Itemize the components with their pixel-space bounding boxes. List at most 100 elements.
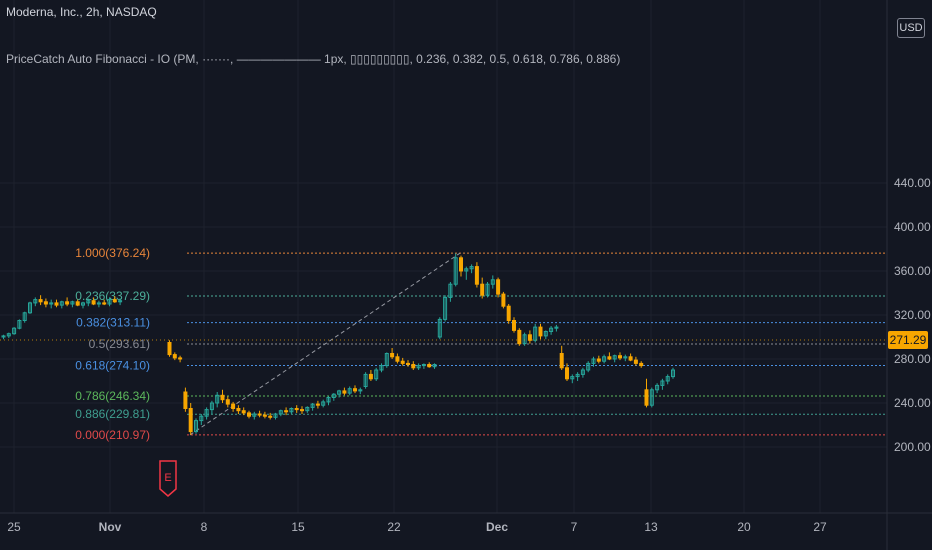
candle bbox=[384, 352, 389, 368]
candle-body bbox=[639, 362, 644, 367]
candle-body bbox=[107, 299, 112, 305]
time-tick-label: Nov bbox=[99, 520, 122, 534]
candle-body bbox=[65, 301, 70, 305]
candle bbox=[639, 361, 644, 368]
candle-body bbox=[294, 408, 299, 411]
candle-body bbox=[305, 406, 310, 412]
candle bbox=[443, 295, 448, 322]
candle-body bbox=[379, 365, 384, 371]
candle bbox=[395, 353, 400, 364]
candle bbox=[400, 357, 405, 366]
candle-body bbox=[374, 369, 379, 380]
candle bbox=[17, 319, 22, 330]
candle-body bbox=[411, 364, 416, 369]
candle-body bbox=[633, 359, 638, 364]
candle-body bbox=[501, 293, 506, 307]
candle-body bbox=[565, 367, 569, 380]
candle bbox=[12, 327, 17, 335]
candle bbox=[305, 406, 310, 413]
candle-body bbox=[342, 390, 347, 394]
candle bbox=[559, 345, 564, 370]
candle-body bbox=[70, 301, 75, 305]
earnings-marker[interactable]: E bbox=[159, 460, 177, 497]
candle bbox=[506, 304, 511, 324]
fib-level-label: 0.618(274.10) bbox=[75, 358, 150, 372]
candle bbox=[464, 266, 469, 280]
candle bbox=[496, 277, 501, 298]
candle-body bbox=[241, 410, 246, 414]
candle bbox=[586, 361, 591, 373]
candle bbox=[81, 301, 85, 309]
candle-body bbox=[358, 389, 363, 392]
candle-body bbox=[623, 356, 628, 359]
candle bbox=[474, 262, 479, 288]
candle-body bbox=[485, 283, 490, 296]
candle bbox=[65, 297, 70, 307]
symbol-title[interactable]: Moderna, Inc., 2h, NASDAQ bbox=[6, 5, 157, 19]
candle bbox=[612, 354, 617, 363]
candle bbox=[194, 418, 198, 434]
price-axis[interactable]: 440.00 400.00 360.00 320.00 280.00 240.00 200.… bbox=[894, 176, 931, 454]
candle-body bbox=[12, 327, 17, 335]
candle bbox=[236, 405, 241, 414]
time-axis[interactable]: 25 Nov 8 15 22 Dec 7 13 20 27 bbox=[7, 520, 827, 534]
price-tick-label: 440.00 bbox=[894, 176, 931, 190]
candle bbox=[602, 354, 607, 364]
candle bbox=[580, 367, 585, 378]
candle bbox=[86, 298, 91, 307]
candle-body bbox=[580, 369, 585, 375]
candle-body bbox=[538, 326, 543, 337]
candle bbox=[596, 355, 601, 364]
candle bbox=[633, 356, 638, 366]
candle bbox=[358, 387, 363, 395]
candle-body bbox=[527, 334, 532, 341]
price-tick-label: 280.00 bbox=[894, 352, 931, 366]
candle bbox=[204, 407, 209, 420]
earnings-flag-shape bbox=[159, 460, 177, 497]
candle bbox=[607, 352, 612, 361]
price-tick-label: 360.00 bbox=[894, 264, 931, 278]
candle bbox=[522, 332, 527, 346]
candle bbox=[448, 282, 453, 302]
candle-body bbox=[247, 412, 251, 417]
candle-body bbox=[655, 384, 660, 391]
candle-body bbox=[278, 410, 283, 415]
candle-body bbox=[390, 353, 395, 358]
price-tick-label: 320.00 bbox=[894, 308, 931, 322]
indicator-legend[interactable]: PriceCatch Auto Fibonacci - IO (PM, ····… bbox=[6, 52, 621, 66]
candle-body bbox=[257, 413, 262, 416]
candle-body bbox=[353, 388, 357, 392]
candle-body bbox=[347, 388, 352, 394]
candle bbox=[368, 370, 373, 381]
candle bbox=[284, 407, 289, 416]
candle-body bbox=[671, 369, 675, 378]
candle bbox=[575, 372, 580, 381]
candle-body bbox=[464, 268, 469, 272]
candle bbox=[209, 400, 214, 414]
candle-body bbox=[75, 301, 80, 306]
candle bbox=[649, 387, 654, 408]
candle-body bbox=[209, 402, 214, 411]
candle bbox=[347, 386, 352, 396]
candle bbox=[107, 297, 112, 307]
candle bbox=[1, 334, 6, 340]
candle bbox=[49, 299, 54, 309]
currency-button[interactable]: USD bbox=[897, 18, 925, 38]
grid-lines bbox=[0, 0, 887, 513]
candle-body bbox=[337, 390, 342, 395]
candle bbox=[543, 330, 548, 340]
candle bbox=[406, 360, 410, 367]
candle bbox=[172, 352, 177, 361]
candle-body bbox=[273, 413, 278, 418]
candle bbox=[247, 410, 251, 419]
candle-body bbox=[416, 365, 421, 369]
candle bbox=[671, 367, 675, 379]
candle bbox=[273, 412, 278, 420]
time-tick-label: 22 bbox=[387, 520, 401, 534]
candle-body bbox=[649, 389, 654, 406]
candle-body bbox=[480, 283, 485, 296]
candle-body bbox=[220, 394, 225, 401]
candle bbox=[118, 298, 123, 306]
candle bbox=[591, 356, 596, 367]
